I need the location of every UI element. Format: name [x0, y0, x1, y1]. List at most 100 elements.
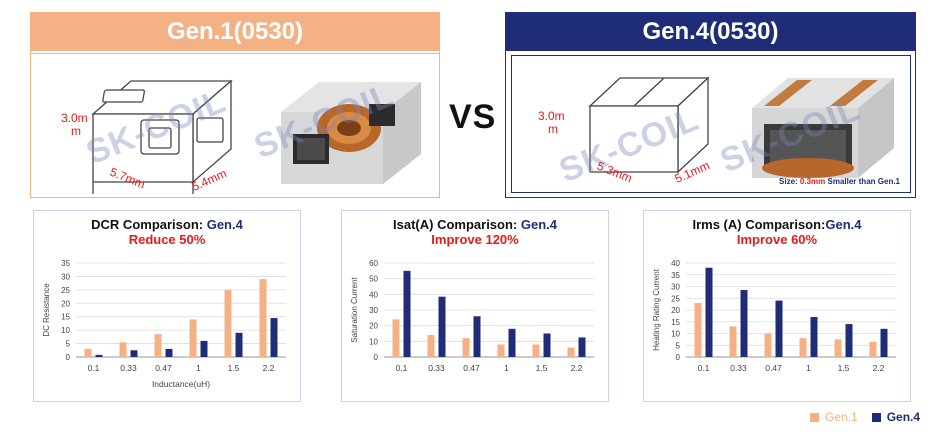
x-tick-label: 0.47 [463, 363, 480, 373]
gen1-outline-component [91, 79, 233, 194]
gen4-rendered-component [752, 78, 894, 178]
y-tick-label: 10 [671, 330, 680, 339]
x-tick-label: 0.47 [155, 363, 172, 373]
x-tick-label: 0.1 [396, 363, 408, 373]
y-tick-label: 40 [671, 259, 680, 268]
bar-gen4 [235, 332, 243, 357]
gen1-dim-height: 3.0m m [61, 112, 88, 138]
y-tick-label: 60 [369, 259, 378, 268]
bar-gen1 [224, 289, 232, 357]
x-tick-label: 1.5 [536, 363, 548, 373]
irms-chart-title: Irms (A) Comparison:Gen.4 Improve 60% [644, 217, 910, 247]
legend: Gen.1 Gen.4 [810, 410, 920, 424]
bar-gen1 [567, 347, 575, 357]
bar-gen1 [189, 319, 197, 357]
y-tick-label: 20 [671, 306, 680, 315]
gen4-body: SK-COIL SK-COIL 3.0m m 5.3mm 5.1mm Size:… [506, 53, 915, 197]
bar-gen4 [508, 328, 516, 357]
bar-gen4 [578, 337, 586, 357]
irms-chart: Irms (A) Comparison:Gen.4 Improve 60% 0 5… [643, 210, 911, 402]
bar-gen1 [119, 342, 127, 357]
bar-gen1 [462, 338, 470, 357]
irms-chart-title-gen: Gen.4 [825, 217, 862, 232]
bar-gen4 [775, 300, 783, 357]
bar-gen4 [95, 354, 103, 357]
bar-gen4 [270, 318, 278, 357]
y-axis-label: Heating Rating Current [652, 268, 661, 351]
legend-gen1-label: Gen.1 [825, 410, 858, 424]
gen4-title: Gen.4(0530) [506, 13, 915, 51]
x-tick-label: 1 [806, 363, 811, 373]
x-tick-label: 1 [196, 363, 201, 373]
bar-gen1 [84, 348, 92, 357]
bar-gen1 [154, 334, 162, 357]
y-tick-label: 15 [61, 313, 70, 322]
gen1-dim-height-a: 3.0m [61, 111, 88, 125]
irms-chart-plot: 0 5 10 15 20 25 30 35 40 0.1 0.33 0.47 1 1.5 2.2 Heatin… [652, 259, 896, 373]
gen4-dim-height: 3.0m m [538, 110, 565, 136]
gen4-outline-component [588, 76, 710, 174]
gen1-inductor-illustration [91, 79, 421, 194]
y-tick-label: 30 [61, 272, 70, 281]
y-tick-label: 10 [61, 326, 70, 335]
y-tick-label: 10 [369, 337, 378, 346]
bar-gen1 [532, 344, 540, 357]
bar-gen1 [497, 344, 505, 357]
gen4-inner-frame: SK-COIL SK-COIL 3.0m m 5.3mm 5.1mm Size:… [511, 55, 911, 193]
bar-gen4 [543, 333, 551, 357]
gen1-dim-height-b: m [71, 124, 81, 138]
y-tick-label: 25 [61, 286, 70, 295]
dcr-chart-title: DCR Comparison: Gen.4 Reduce 50% [34, 217, 300, 247]
bar-gen4 [130, 350, 138, 357]
bar-gen4 [880, 328, 888, 357]
isat-chart-title-gen: Gen.4 [520, 217, 557, 232]
x-tick-label: 0.33 [730, 363, 747, 373]
legend-gen1-swatch [810, 412, 819, 422]
y-tick-label: 35 [61, 259, 70, 268]
dcr-chart-plot: 0 5 10 15 20 25 30 35 0.1 0.33 0.47 1 1.5 2.2 Inductan… [42, 259, 286, 389]
size-note: Size: 0.3mm Smaller than Gen.1 [779, 177, 900, 186]
bar-gen1 [259, 279, 267, 357]
x-tick-label: 2.2 [873, 363, 885, 373]
x-tick-label: 2.2 [263, 363, 275, 373]
y-tick-label: 0 [374, 353, 379, 362]
vs-label: VS [449, 98, 497, 136]
dcr-chart-title-gen: Gen.4 [206, 217, 243, 232]
bar-gen4 [165, 348, 173, 357]
bar-gen1 [729, 326, 737, 357]
x-tick-label: 0.1 [88, 363, 100, 373]
irms-chart-subtitle: Improve 60% [736, 232, 818, 247]
y-tick-label: 5 [66, 340, 71, 349]
isat-chart-title: Isat(A) Comparison: Gen.4 Improve 120% [342, 217, 608, 247]
size-note-rest: Smaller than [827, 177, 876, 186]
x-tick-label: 1.5 [228, 363, 240, 373]
bar-gen4 [740, 290, 748, 357]
bar-gen1 [764, 333, 772, 357]
y-tick-label: 0 [66, 353, 71, 362]
y-axis-label: Saturation Current [350, 277, 359, 343]
bar-gen4 [438, 296, 446, 357]
dcr-chart: DCR Comparison: Gen.4 Reduce 50% 0 5 10 15 2… [33, 210, 301, 402]
bar-gen4 [705, 267, 713, 357]
x-tick-label: 0.33 [120, 363, 137, 373]
bar-gen4 [473, 316, 481, 357]
gen4-dim-height-a: 3.0m [538, 109, 565, 123]
y-tick-label: 30 [671, 283, 680, 292]
y-tick-label: 20 [61, 299, 70, 308]
size-note-ref: Gen.1 [877, 177, 900, 186]
x-tick-label: 1 [504, 363, 509, 373]
isat-chart-subtitle: Improve 120% [431, 232, 519, 247]
bar-gen4 [845, 324, 853, 357]
gen1-rendered-component [281, 82, 421, 184]
y-tick-label: 35 [671, 271, 680, 280]
y-tick-label: 30 [369, 306, 378, 315]
x-tick-label: 0.1 [698, 363, 710, 373]
y-axis-label: DC Resistance [42, 283, 51, 337]
gen4-inductor-illustration [588, 76, 894, 178]
bar-gen1 [799, 338, 807, 357]
y-tick-label: 15 [671, 318, 680, 327]
y-tick-label: 0 [676, 353, 681, 362]
x-tick-label: 0.33 [428, 363, 445, 373]
bar-gen1 [392, 319, 400, 357]
dcr-chart-subtitle: Reduce 50% [128, 232, 206, 247]
